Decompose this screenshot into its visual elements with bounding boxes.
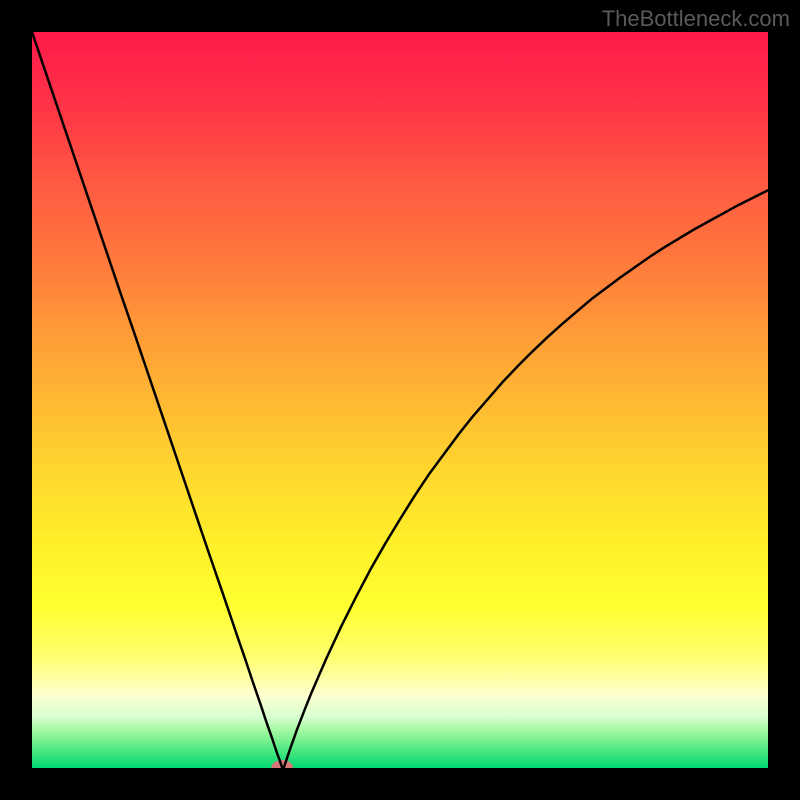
chart-background-gradient bbox=[32, 32, 768, 768]
bottleneck-curve-chart bbox=[32, 32, 768, 768]
watermark-text: TheBottleneck.com bbox=[602, 6, 790, 32]
chart-plot-area bbox=[32, 32, 768, 768]
